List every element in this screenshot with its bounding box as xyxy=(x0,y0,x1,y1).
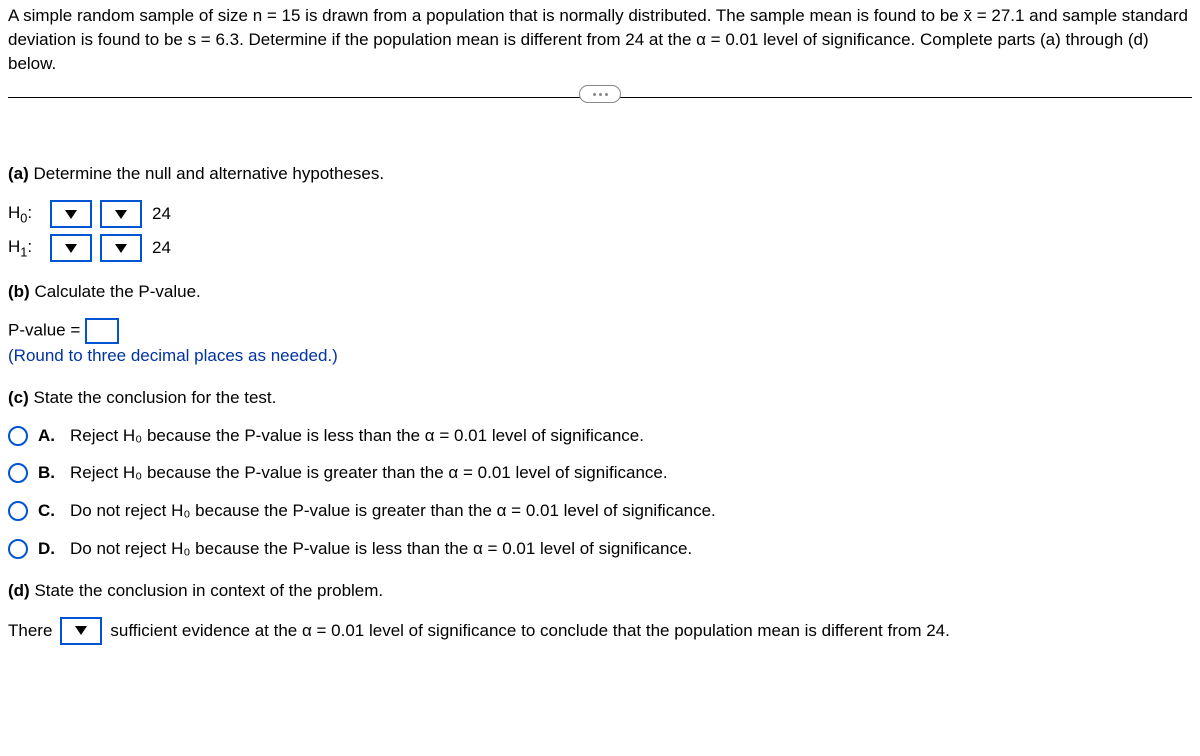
part-d-answer-row: There sufficient evidence at the α = 0.0… xyxy=(8,617,1192,645)
conclusion-tail: sufficient evidence at the α = 0.01 leve… xyxy=(110,619,949,643)
option-b-text: Reject H₀ because the P-value is greater… xyxy=(70,461,668,485)
round-instruction: (Round to three decimal places as needed… xyxy=(8,344,1192,368)
option-a-text: Reject H₀ because the P-value is less th… xyxy=(70,424,644,448)
option-a-radio[interactable] xyxy=(8,426,28,446)
option-a-letter: A. xyxy=(38,424,60,448)
hypothesis-h1-row: H1: 24 xyxy=(8,234,1192,262)
h1-value: 24 xyxy=(152,236,171,260)
option-c-row: C. Do not reject H₀ because the P-value … xyxy=(8,499,1192,523)
part-a-text: Determine the null and alternative hypot… xyxy=(29,164,384,183)
part-b: (b) Calculate the P-value. xyxy=(8,280,1192,304)
h1-parameter-dropdown[interactable] xyxy=(50,234,92,262)
chevron-down-icon xyxy=(65,244,77,253)
part-d: (d) State the conclusion in context of t… xyxy=(8,579,1192,603)
option-a-row: A. Reject H₀ because the P-value is less… xyxy=(8,424,1192,448)
option-d-letter: D. xyxy=(38,537,60,561)
option-d-radio[interactable] xyxy=(8,539,28,559)
h0-parameter-dropdown[interactable] xyxy=(50,200,92,228)
part-c-options: A. Reject H₀ because the P-value is less… xyxy=(8,424,1192,561)
h1-letter: H xyxy=(8,237,20,256)
h1-label: H1: xyxy=(8,235,42,261)
chevron-down-icon xyxy=(115,244,127,253)
option-b-letter: B. xyxy=(38,461,60,485)
h0-label: H0: xyxy=(8,201,42,227)
chevron-down-icon xyxy=(115,210,127,219)
option-b-radio[interactable] xyxy=(8,463,28,483)
chevron-down-icon xyxy=(75,626,87,635)
h0-colon: : xyxy=(27,203,32,222)
h0-relation-dropdown[interactable] xyxy=(100,200,142,228)
option-b-row: B. Reject H₀ because the P-value is grea… xyxy=(8,461,1192,485)
pvalue-input[interactable] xyxy=(85,318,119,344)
part-d-label: (d) xyxy=(8,581,30,600)
part-c-label: (c) xyxy=(8,388,29,407)
ellipsis-icon xyxy=(593,93,608,96)
chevron-down-icon xyxy=(65,210,77,219)
h1-relation-dropdown[interactable] xyxy=(100,234,142,262)
part-a-label: (a) xyxy=(8,164,29,183)
h0-value: 24 xyxy=(152,202,171,226)
option-c-text: Do not reject H₀ because the P-value is … xyxy=(70,499,716,523)
part-c-text: State the conclusion for the test. xyxy=(29,388,277,407)
part-b-text: Calculate the P-value. xyxy=(30,282,201,301)
option-d-text: Do not reject H₀ because the P-value is … xyxy=(70,537,692,561)
problem-statement: A simple random sample of size n = 15 is… xyxy=(8,4,1192,75)
hypothesis-h0-row: H0: 24 xyxy=(8,200,1192,228)
evidence-dropdown[interactable] xyxy=(60,617,102,645)
expand-button[interactable] xyxy=(579,85,621,103)
part-c: (c) State the conclusion for the test. xyxy=(8,386,1192,410)
part-a: (a) Determine the null and alternative h… xyxy=(8,162,1192,186)
pvalue-label: P-value = xyxy=(8,320,85,339)
there-text: There xyxy=(8,619,52,643)
h1-colon: : xyxy=(27,237,32,256)
part-d-text: State the conclusion in context of the p… xyxy=(30,581,383,600)
pvalue-row: P-value = xyxy=(8,318,1192,344)
option-c-letter: C. xyxy=(38,499,60,523)
option-d-row: D. Do not reject H₀ because the P-value … xyxy=(8,537,1192,561)
part-b-label: (b) xyxy=(8,282,30,301)
h0-letter: H xyxy=(8,203,20,222)
option-c-radio[interactable] xyxy=(8,501,28,521)
